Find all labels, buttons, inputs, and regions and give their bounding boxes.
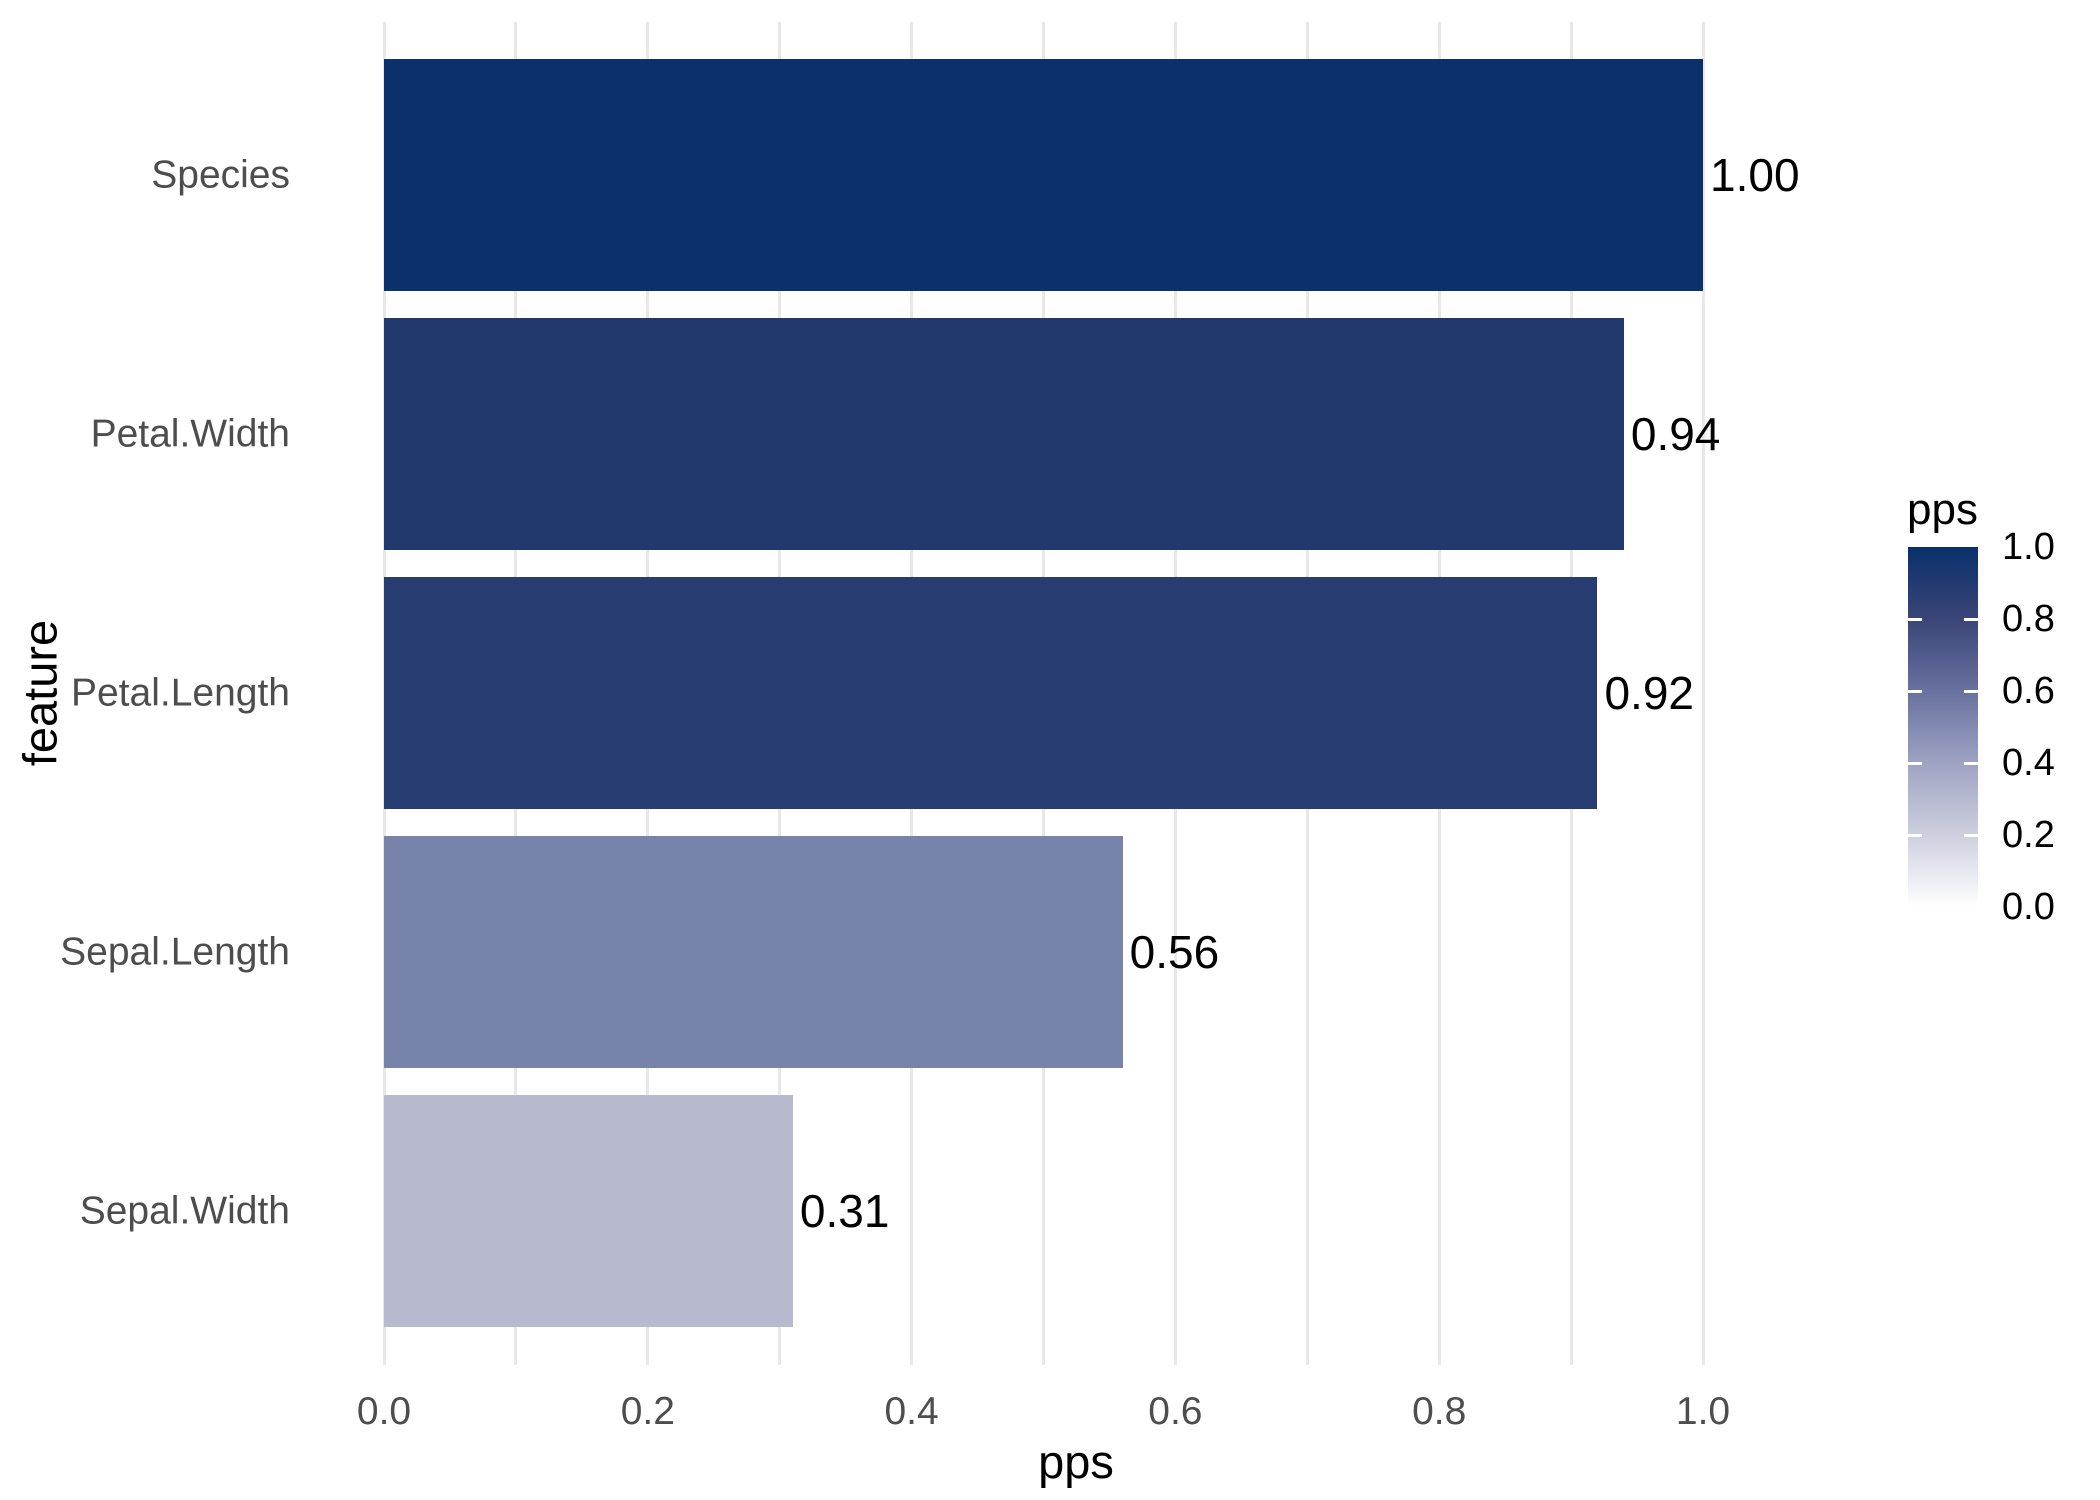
legend-label-0.4: 0.4 [2002, 742, 2055, 784]
y-tick-label-petal-width: Petal.Width [90, 412, 290, 456]
legend-tick-left-0.2 [1908, 833, 1922, 837]
x-tick-label-0.4: 0.4 [884, 1390, 939, 1433]
legend-label-0.0: 0.0 [2002, 886, 2055, 928]
legend-label-0.2: 0.2 [2002, 814, 2055, 856]
bar-sepal-width [384, 1095, 793, 1327]
gridline-1.0 [1701, 22, 1705, 1365]
legend-label-0.8: 0.8 [2002, 598, 2055, 640]
value-label-petal-length: 0.92 [1604, 667, 1694, 719]
legend-tick-right-0.4 [1964, 761, 1978, 765]
legend-title: pps [1907, 485, 1978, 534]
value-label-sepal-width: 0.31 [799, 1185, 890, 1237]
legend-label-0.6: 0.6 [2002, 670, 2055, 712]
x-tick-label-0.8: 0.8 [1412, 1390, 1467, 1433]
legend-tick-right-0.8 [1964, 617, 1978, 621]
value-label-petal-width: 0.94 [1630, 408, 1721, 460]
value-label-species: 1.00 [1710, 149, 1800, 201]
legend-tick-left-0.6 [1908, 689, 1922, 693]
y-tick-label-sepal-width: Sepal.Width [79, 1189, 290, 1233]
legend-gradient-bar [1908, 547, 1978, 907]
x-tick-label-0.6: 0.6 [1148, 1390, 1203, 1433]
bar-sepal-length [384, 836, 1123, 1068]
y-axis-title: feature [13, 619, 67, 767]
y-tick-label-petal-length: Petal.Length [70, 671, 290, 715]
legend-tick-left-0.8 [1908, 617, 1922, 621]
x-tick-label-0.2: 0.2 [620, 1390, 675, 1433]
legend-label-1.0: 1.0 [2002, 526, 2055, 568]
legend-tick-right-0.6 [1964, 689, 1978, 693]
legend-tick-right-0.2 [1964, 833, 1978, 837]
bar-species [384, 59, 1703, 291]
x-tick-label-0.0: 0.0 [356, 1390, 412, 1433]
legend-tick-left-0.4 [1908, 761, 1922, 765]
bar-petal-length [384, 577, 1598, 809]
value-label-sepal-length: 0.56 [1129, 926, 1220, 978]
y-tick-label-sepal-length: Sepal.Length [60, 930, 290, 974]
bar-petal-width [384, 318, 1624, 550]
x-tick-label-1.0: 1.0 [1675, 1390, 1731, 1433]
y-tick-label-species: Species [151, 153, 290, 197]
x-axis-title: pps [1038, 1435, 1114, 1488]
